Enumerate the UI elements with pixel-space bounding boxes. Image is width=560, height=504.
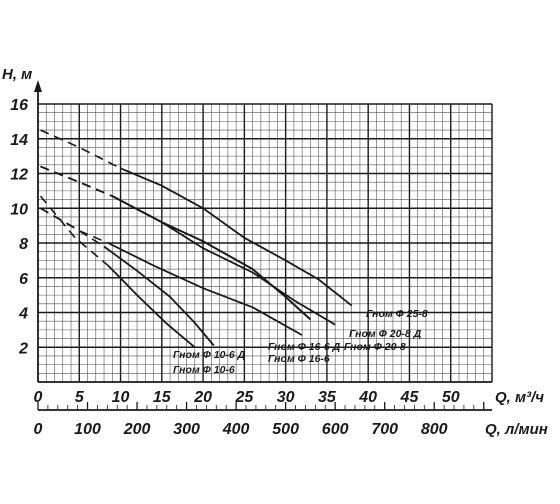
- curve-label-20-8d: Гном Ф 20-8 Д: [349, 328, 422, 340]
- y-axis-arrow: [34, 80, 42, 92]
- curve-label-20-8: Гном Ф 20-8: [344, 341, 406, 353]
- x-tick-label: 35: [318, 389, 337, 406]
- x2-tick-label: 500: [272, 421, 299, 438]
- y-tick-label: 16: [10, 97, 28, 114]
- curve-label-10-6: Гном Ф 10-6: [173, 364, 235, 376]
- x2-tick-label: 700: [371, 421, 398, 438]
- curve-label-10-6d: Гном Ф 10-6 Д: [173, 349, 246, 361]
- curve-label-16-6: Гном Ф 16-6: [268, 353, 330, 365]
- series-2-dashed: [40, 207, 109, 244]
- x2-tick-label: 800: [421, 421, 448, 438]
- x-tick-label: 15: [153, 389, 172, 406]
- y-tick-label: 12: [10, 167, 28, 184]
- x2-tick-label: 200: [123, 421, 151, 438]
- x2-tick-label: 300: [173, 421, 200, 438]
- x2-tick-label: 0: [34, 421, 43, 438]
- y-tick-label: 14: [10, 132, 28, 149]
- series-6-dashed: [40, 129, 121, 170]
- axes: [34, 80, 492, 411]
- y-tick-label: 8: [19, 236, 28, 253]
- y-tick-label: 2: [18, 340, 28, 357]
- x-axis-label-m3h: Q, м³/ч: [495, 389, 544, 406]
- series-6-solid: [120, 167, 353, 307]
- curves: [39, 129, 353, 348]
- y-tick-label: 6: [19, 271, 28, 288]
- series-5-solid: [111, 195, 336, 326]
- x-tick-label: 20: [193, 389, 212, 406]
- x-tick-label: 25: [234, 389, 254, 406]
- x2-tick-label: 600: [322, 421, 349, 438]
- series-0-solid: [107, 264, 196, 348]
- y-axis-label: H, м: [2, 66, 32, 83]
- x-tick-label: 40: [358, 389, 377, 406]
- curve-labels: Гном Ф 25-8 Гном Ф 20-8 Д Гном Ф 16-6 Д …: [173, 308, 428, 376]
- x-tick-label: 10: [112, 389, 130, 406]
- major-grid: [38, 103, 493, 382]
- curve-label-25-8: Гном Ф 25-8: [366, 308, 428, 320]
- series-5-dashed: [40, 165, 113, 197]
- x2-tick-label: 100: [74, 421, 101, 438]
- x-tick-label: 30: [277, 389, 295, 406]
- x2-tick-label: 400: [222, 421, 250, 438]
- x-tick-label: 5: [75, 389, 85, 406]
- series-2-solid: [107, 242, 303, 336]
- y-tick-label: 10: [10, 201, 28, 218]
- x-tick-label: 0: [34, 389, 43, 406]
- x-axis-label-lmin: Q, л/мин: [485, 421, 548, 438]
- x-tick-label: 50: [442, 389, 460, 406]
- x-tick-label: 45: [400, 389, 420, 406]
- curve-label-16-6d: Гном Ф 16-6 Д: [268, 341, 341, 353]
- y-tick-label: 4: [18, 306, 28, 323]
- series-1-solid: [103, 245, 215, 347]
- series-0-dashed: [39, 195, 109, 267]
